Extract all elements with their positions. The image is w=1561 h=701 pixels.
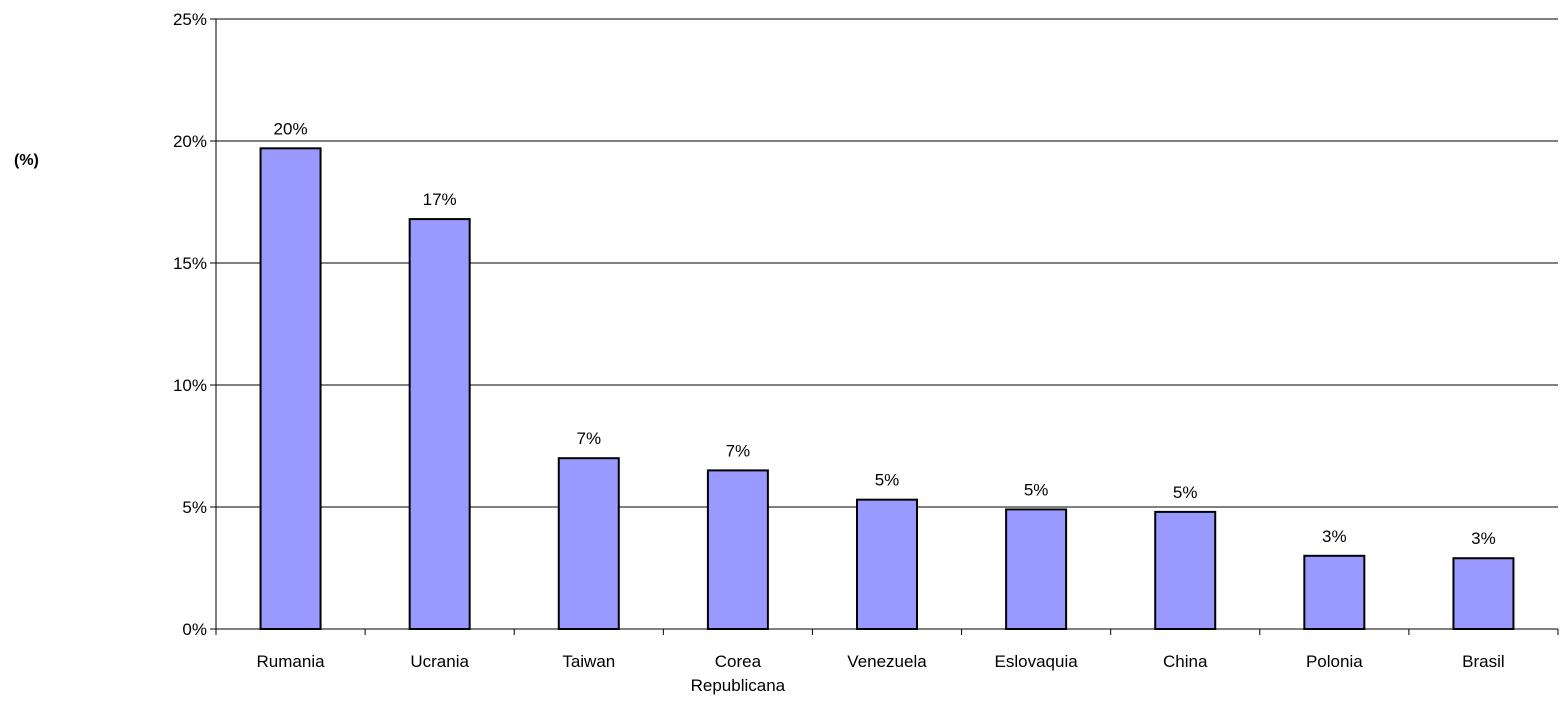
data-label: 5% [1173,483,1198,502]
x-tick-label-line: Eslovaquia [995,652,1079,671]
data-labels: 20% 17% 7% 7% 5% 5% 5% 3% 3% [274,119,1496,548]
bar [557,457,620,631]
x-tick-label-line: Taiwan [562,652,615,671]
data-label: 7% [726,441,751,460]
axes [210,18,1559,635]
x-tick-label: Eslovaquia [995,652,1079,671]
x-tick-label-line: Brasil [1462,652,1505,671]
y-tick-label: 25% [173,10,207,29]
x-tick-label-line: Republicana [691,676,786,695]
y-tick-label: 10% [173,376,207,395]
bar [706,469,769,630]
x-tick-label: Corea Republicana [691,652,786,695]
x-tick-label-line: Venezuela [847,652,927,671]
x-tick-label-line: Rumania [257,652,326,671]
x-tick-label: Polonia [1306,652,1363,671]
y-axis-label: (%) [14,152,39,169]
data-label: 3% [1471,529,1496,548]
x-tick-label-line: Polonia [1306,652,1363,671]
x-tick-label: Brasil [1462,652,1505,671]
y-tick-labels: 0% 5% 10% 15% 20% 25% [173,10,207,639]
x-tick-label-line: China [1163,652,1208,671]
bar [259,147,322,630]
y-tick-label: 15% [173,254,207,273]
bar [856,498,918,630]
bar [1303,554,1366,630]
x-tick-label: Ucrania [410,652,469,671]
data-label: 5% [875,471,900,490]
bar [1452,557,1515,630]
y-tick-label: 20% [173,132,207,151]
x-tick-label: Venezuela [847,652,927,671]
x-tick-labels: Rumania Ucrania Taiwan Corea Republicana Vene… [257,652,1505,695]
y-tick-label: 0% [182,620,207,639]
x-tick-label-line: Corea [715,652,762,671]
data-label: 3% [1322,527,1347,546]
data-label: 20% [274,119,308,138]
x-tick-label: Rumania [257,652,326,671]
x-tick-label: China [1163,652,1208,671]
bar [1005,508,1068,630]
x-tick-label-line: Ucrania [410,652,469,671]
bar [1154,510,1217,631]
data-label: 17% [423,190,457,209]
bars [259,147,1515,631]
y-tick-label: 5% [182,498,207,517]
bar [408,218,471,631]
x-tick-label: Taiwan [562,652,615,671]
data-label: 7% [576,429,601,448]
data-label: 5% [1024,480,1049,499]
